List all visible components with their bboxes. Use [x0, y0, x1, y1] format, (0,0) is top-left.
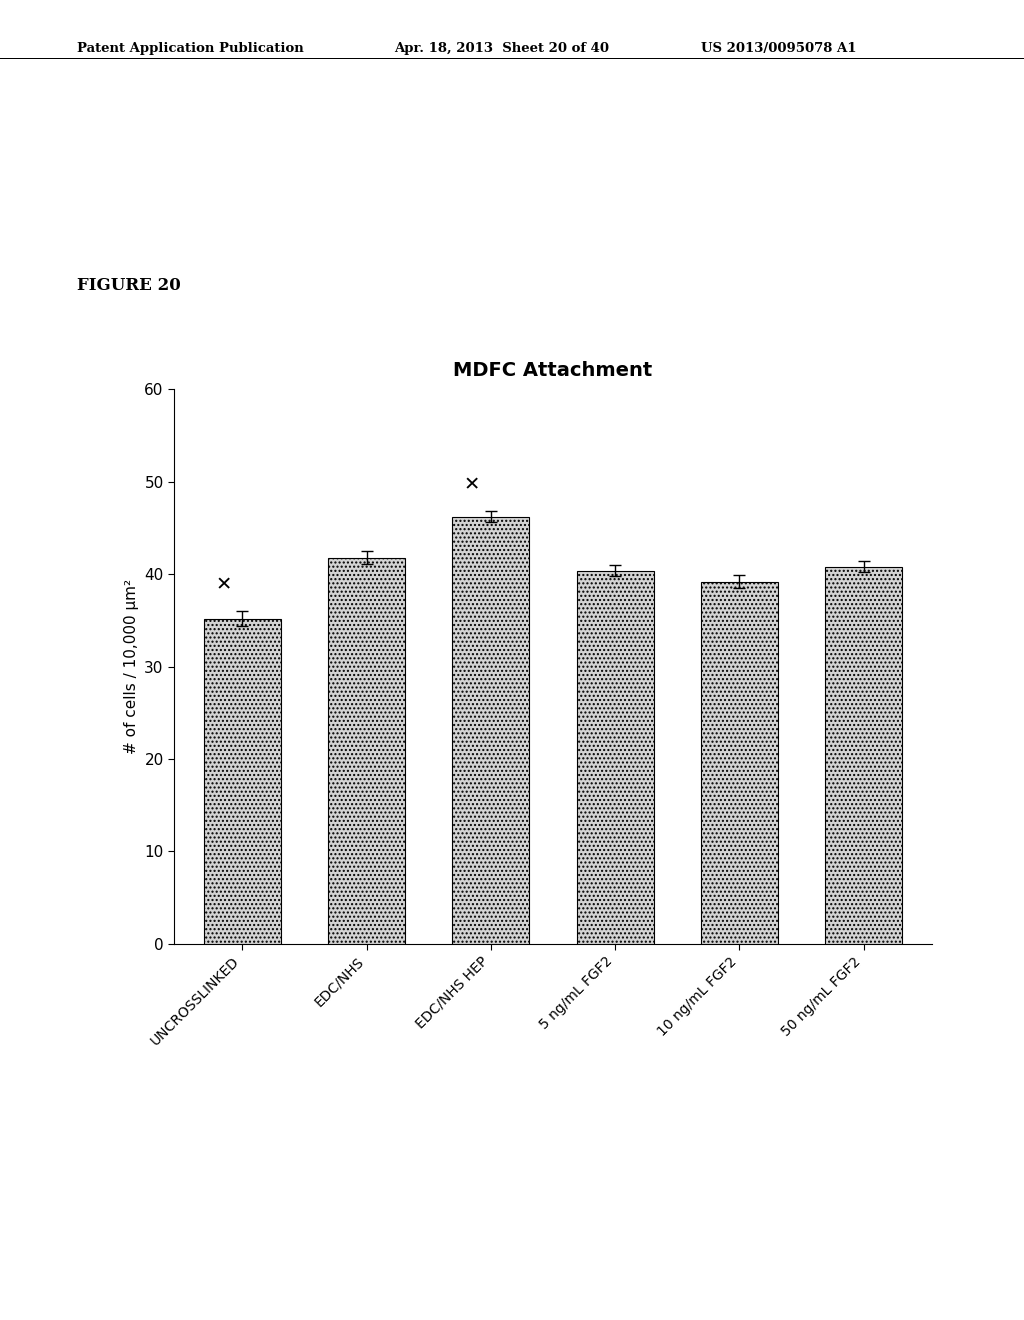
Bar	[453, 517, 529, 944]
Bar	[700, 582, 778, 944]
Text: Apr. 18, 2013  Sheet 20 of 40: Apr. 18, 2013 Sheet 20 of 40	[394, 42, 609, 55]
Bar	[204, 619, 281, 944]
Text: ✕: ✕	[464, 475, 480, 495]
Title: MDFC Attachment: MDFC Attachment	[454, 360, 652, 380]
Bar	[577, 570, 653, 944]
Text: FIGURE 20: FIGURE 20	[77, 277, 180, 294]
Text: ✕: ✕	[216, 576, 232, 594]
Text: US 2013/0095078 A1: US 2013/0095078 A1	[701, 42, 857, 55]
Bar	[825, 566, 902, 944]
Text: Patent Application Publication: Patent Application Publication	[77, 42, 303, 55]
Y-axis label: # of cells / 10,000 μm²: # of cells / 10,000 μm²	[124, 579, 138, 754]
Bar	[328, 557, 406, 944]
